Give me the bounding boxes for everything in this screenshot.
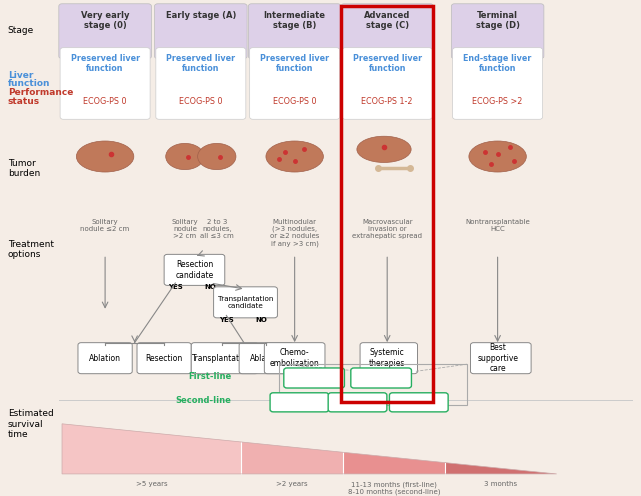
Text: YES: YES xyxy=(168,284,183,291)
Text: Ablation: Ablation xyxy=(250,354,282,363)
FancyBboxPatch shape xyxy=(154,4,247,59)
Text: 11-13 months (first-line)
8-10 months (second-line): 11-13 months (first-line) 8-10 months (s… xyxy=(347,481,440,495)
Text: Solitary
nodule ≤2 cm: Solitary nodule ≤2 cm xyxy=(81,219,129,232)
Text: NO: NO xyxy=(204,284,217,291)
Text: YES: YES xyxy=(219,317,234,323)
FancyBboxPatch shape xyxy=(248,4,341,59)
Text: Preserved liver
function: Preserved liver function xyxy=(71,54,140,73)
Text: Performance: Performance xyxy=(8,88,73,97)
Text: Early stage (A): Early stage (A) xyxy=(165,11,236,20)
Text: Nontransplantable
HCC: Nontransplantable HCC xyxy=(465,219,530,232)
Text: 3 months: 3 months xyxy=(484,481,517,487)
Text: Best
supportive
care: Best supportive care xyxy=(477,343,518,373)
Text: Transplantation
candidate: Transplantation candidate xyxy=(218,296,273,309)
FancyBboxPatch shape xyxy=(453,48,542,119)
Text: Preserved liver
function: Preserved liver function xyxy=(353,54,422,73)
Text: status: status xyxy=(8,97,40,106)
FancyBboxPatch shape xyxy=(342,48,432,119)
Ellipse shape xyxy=(357,136,411,163)
Text: Estimated
survival
time: Estimated survival time xyxy=(8,410,53,439)
Text: Liver: Liver xyxy=(8,70,33,79)
Text: Terminal
stage (D): Terminal stage (D) xyxy=(476,11,520,30)
Text: ECOG-PS 0: ECOG-PS 0 xyxy=(273,97,317,106)
Text: Resection
candidate: Resection candidate xyxy=(176,260,213,280)
Ellipse shape xyxy=(166,143,204,170)
FancyBboxPatch shape xyxy=(156,48,246,119)
FancyBboxPatch shape xyxy=(264,343,325,373)
Polygon shape xyxy=(62,424,241,474)
Text: Systemic
therapies: Systemic therapies xyxy=(369,349,405,368)
Text: Stage: Stage xyxy=(8,26,34,35)
Bar xyxy=(279,364,467,405)
Text: >5 years: >5 years xyxy=(135,481,167,487)
Text: Preserved liver
function: Preserved liver function xyxy=(166,54,235,73)
Text: Regorafenib: Regorafenib xyxy=(278,399,320,405)
Text: Intermediate
stage (B): Intermediate stage (B) xyxy=(263,11,326,30)
FancyBboxPatch shape xyxy=(351,368,412,388)
Text: ECOG-PS 1-2: ECOG-PS 1-2 xyxy=(362,97,413,106)
Text: Resection: Resection xyxy=(146,354,183,363)
Text: function: function xyxy=(8,79,50,88)
FancyBboxPatch shape xyxy=(360,343,417,373)
FancyBboxPatch shape xyxy=(249,48,340,119)
FancyBboxPatch shape xyxy=(213,287,278,318)
Text: Treatment
options: Treatment options xyxy=(8,240,54,259)
Text: Cabozantinib: Cabozantinib xyxy=(335,399,380,405)
Text: First-line: First-line xyxy=(188,372,231,380)
FancyBboxPatch shape xyxy=(451,4,544,59)
Text: Lenvatinib: Lenvatinib xyxy=(361,373,401,382)
Polygon shape xyxy=(445,463,556,474)
Ellipse shape xyxy=(76,141,134,172)
FancyBboxPatch shape xyxy=(284,368,344,388)
FancyBboxPatch shape xyxy=(59,4,151,59)
FancyBboxPatch shape xyxy=(470,343,531,373)
Bar xyxy=(59,400,633,401)
Bar xyxy=(341,6,433,402)
FancyBboxPatch shape xyxy=(239,343,294,373)
Text: 2 to 3
nodules,
all ≤3 cm: 2 to 3 nodules, all ≤3 cm xyxy=(200,219,234,239)
FancyBboxPatch shape xyxy=(60,48,150,119)
Polygon shape xyxy=(343,452,445,474)
Text: ECOG-PS 0: ECOG-PS 0 xyxy=(179,97,222,106)
FancyBboxPatch shape xyxy=(137,343,191,373)
Ellipse shape xyxy=(266,141,323,172)
Text: Advanced
stage (C): Advanced stage (C) xyxy=(364,11,410,30)
Text: Ramucirumab: Ramucirumab xyxy=(394,399,443,405)
Text: Multinodular
(>3 nodules,
or ≥2 nodules
if any >3 cm): Multinodular (>3 nodules, or ≥2 nodules … xyxy=(270,219,319,247)
Text: >2 years: >2 years xyxy=(276,481,308,487)
Text: Ablation: Ablation xyxy=(89,354,121,363)
Text: ECOG-PS 0: ECOG-PS 0 xyxy=(83,97,127,106)
FancyBboxPatch shape xyxy=(191,343,258,373)
FancyBboxPatch shape xyxy=(78,343,132,373)
FancyBboxPatch shape xyxy=(328,393,387,412)
Text: End-stage liver
function: End-stage liver function xyxy=(463,54,532,73)
Text: Very early
stage (0): Very early stage (0) xyxy=(81,11,129,30)
Text: Macrovascular
invasion or
extrahepatic spread: Macrovascular invasion or extrahepatic s… xyxy=(352,219,422,239)
Ellipse shape xyxy=(469,141,526,172)
FancyBboxPatch shape xyxy=(164,254,225,285)
FancyBboxPatch shape xyxy=(270,393,329,412)
Polygon shape xyxy=(241,442,343,474)
Text: Sorafenib: Sorafenib xyxy=(296,373,333,382)
Text: Second-line: Second-line xyxy=(175,396,231,405)
Text: NO: NO xyxy=(256,317,267,323)
FancyBboxPatch shape xyxy=(390,393,448,412)
FancyBboxPatch shape xyxy=(341,4,433,59)
Text: ECOG-PS >2: ECOG-PS >2 xyxy=(472,97,523,106)
Text: Transplantation: Transplantation xyxy=(192,354,251,363)
Text: Solitary
nodule
>2 cm: Solitary nodule >2 cm xyxy=(172,219,198,239)
Text: Preserved liver
function: Preserved liver function xyxy=(260,54,329,73)
Text: Chemo-
embolization: Chemo- embolization xyxy=(270,349,319,368)
Ellipse shape xyxy=(197,143,236,170)
Text: Tumor
burden: Tumor burden xyxy=(8,159,40,178)
